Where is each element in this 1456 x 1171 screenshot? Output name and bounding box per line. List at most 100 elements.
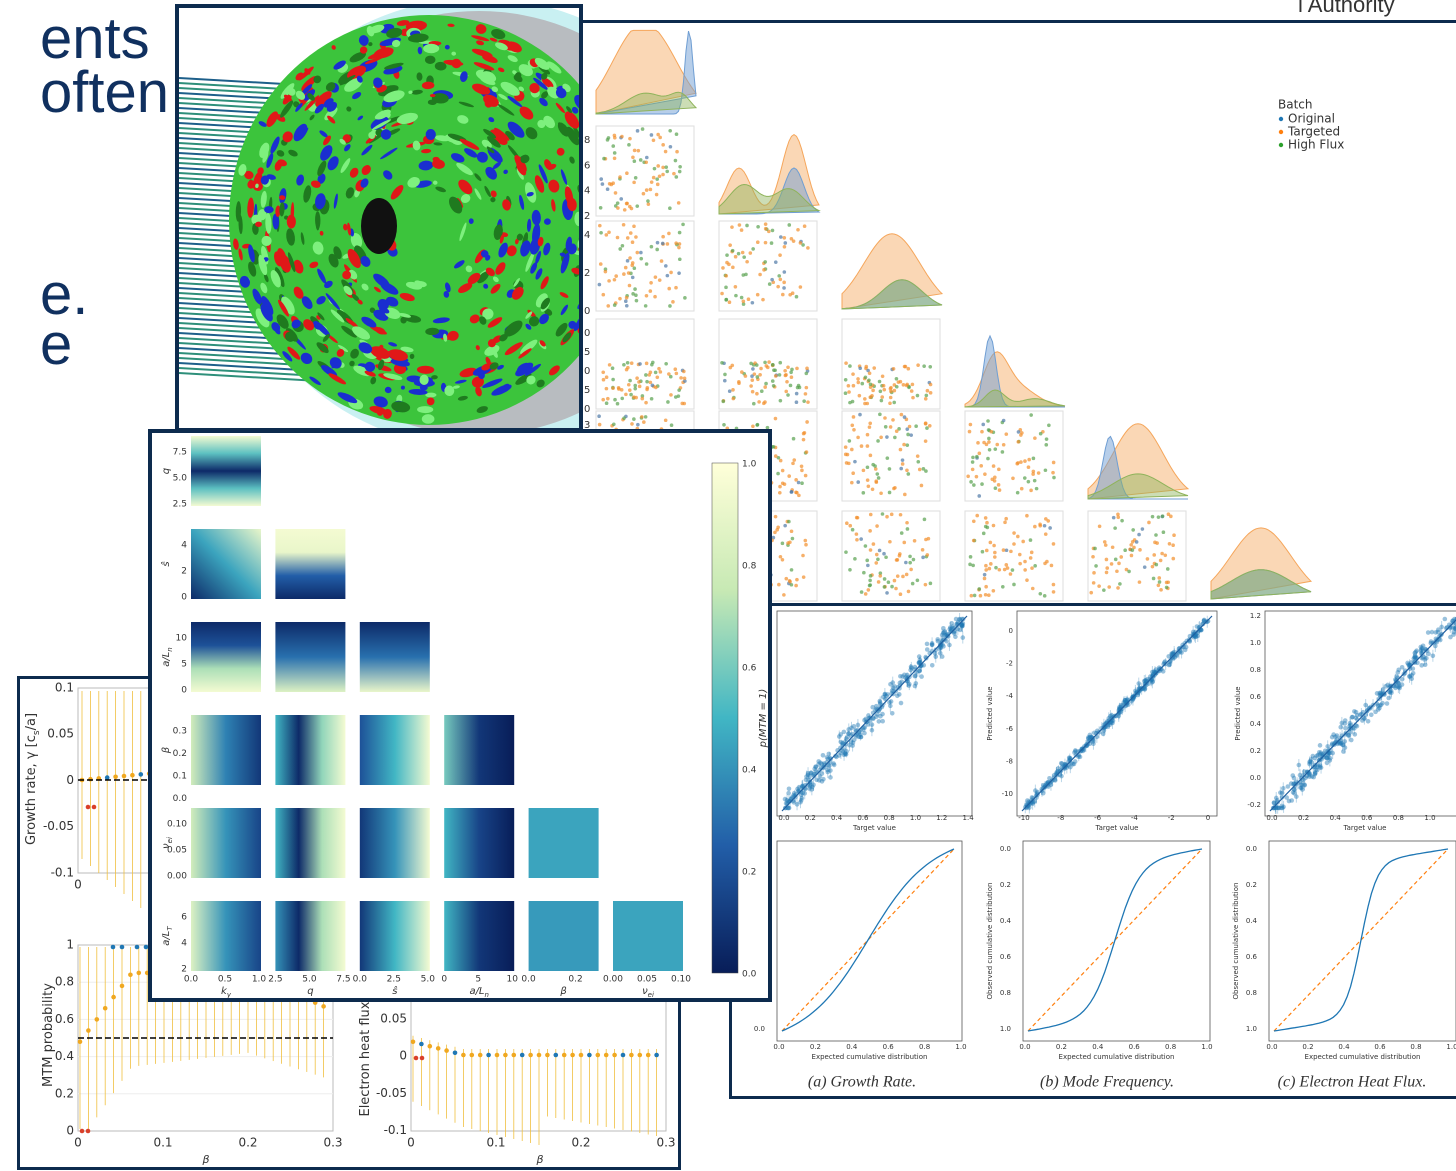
scatter-dot bbox=[790, 568, 794, 572]
x-tick-label: 0.6 bbox=[857, 814, 869, 822]
scatter-dot bbox=[888, 540, 892, 544]
scatter-dot bbox=[844, 445, 848, 449]
scatter-dot bbox=[969, 555, 973, 559]
scatter-dot bbox=[598, 224, 602, 228]
scatter-dot bbox=[928, 365, 932, 369]
scatter-dot bbox=[774, 260, 778, 264]
legend-marker bbox=[1279, 143, 1283, 147]
y-tick-label: -0.05 bbox=[376, 1086, 407, 1100]
scatter-dot bbox=[856, 480, 860, 484]
data-point bbox=[470, 1053, 475, 1058]
scatter-dot bbox=[844, 378, 848, 382]
scatter-dot bbox=[873, 464, 877, 468]
scatter-dot bbox=[730, 225, 734, 229]
scatter-dot bbox=[903, 493, 907, 497]
scatter-dot bbox=[853, 460, 857, 464]
scatter-dot bbox=[645, 380, 649, 384]
data-point bbox=[92, 805, 97, 810]
col-label: νei bbox=[642, 986, 654, 998]
prediction-point bbox=[1142, 679, 1147, 684]
y-tick-label: 0 bbox=[181, 686, 187, 696]
scatter-dot bbox=[1098, 524, 1102, 528]
heatmap-cell bbox=[191, 715, 261, 785]
scatter-dot bbox=[1094, 564, 1098, 568]
y-tick-label: 0.8 bbox=[1246, 989, 1257, 997]
scatter-dot bbox=[606, 397, 610, 401]
scatter-dot bbox=[677, 271, 681, 275]
data-point bbox=[139, 772, 144, 777]
prediction-point bbox=[960, 635, 965, 640]
x-tick-label: 0.1 bbox=[153, 1136, 172, 1150]
scatter-dot bbox=[879, 491, 883, 495]
data-point bbox=[120, 984, 125, 989]
scatter-dot bbox=[768, 282, 772, 286]
scatter-dot bbox=[902, 443, 906, 447]
heatmap-cell bbox=[444, 715, 514, 785]
y-axis-label: Observed cumulative distribution bbox=[986, 883, 994, 1000]
scatter-dot bbox=[624, 299, 628, 303]
scatter-dot bbox=[875, 553, 879, 557]
scatter-dot bbox=[653, 167, 657, 171]
scatter-dot bbox=[764, 227, 768, 231]
scatter-dot bbox=[631, 276, 635, 280]
scatter-dot bbox=[741, 251, 745, 255]
scatter-dot bbox=[664, 418, 668, 422]
calibration-panel: 0.00.20.40.60.81.01.21.4Target value0.00… bbox=[729, 603, 1456, 1099]
scatter-dot bbox=[674, 241, 678, 245]
scatter-dot bbox=[756, 375, 760, 379]
data-point bbox=[621, 1053, 626, 1058]
scatter-dot bbox=[601, 398, 605, 402]
scatter-dot bbox=[607, 279, 611, 283]
scatter-dot bbox=[905, 521, 909, 525]
scatter-dot bbox=[783, 241, 787, 245]
y-tick-label: 0.05 bbox=[380, 1012, 407, 1026]
scatter-dot bbox=[631, 292, 635, 296]
prediction-point bbox=[1281, 786, 1286, 791]
scatter-dot bbox=[1004, 432, 1008, 436]
scatter-dot bbox=[602, 157, 606, 161]
legend-label: High Flux bbox=[1288, 138, 1344, 152]
scatter-dot bbox=[619, 197, 623, 201]
row-label: a/LT bbox=[161, 926, 174, 946]
y-tick-label: 0.4 bbox=[1246, 917, 1258, 925]
y-tick-label: 0.10 bbox=[167, 820, 187, 830]
scatter-dot bbox=[795, 367, 799, 371]
header-text: l Authority bbox=[1298, 0, 1395, 18]
data-point bbox=[654, 1053, 659, 1058]
scatter-dot bbox=[790, 490, 794, 494]
scatter-dot bbox=[877, 476, 881, 480]
prediction-point bbox=[902, 672, 907, 677]
scatter-dot bbox=[1045, 560, 1049, 564]
colorbar-label: p(MTM = 1) bbox=[758, 689, 768, 749]
scatter-dot bbox=[1131, 540, 1135, 544]
data-point bbox=[321, 1004, 326, 1009]
prediction-point bbox=[1353, 732, 1358, 737]
scatter-dot bbox=[929, 383, 933, 387]
slide-text: e bbox=[40, 316, 72, 374]
scatter-dot bbox=[623, 208, 627, 212]
scatter-dot bbox=[783, 245, 787, 249]
scatter-dot bbox=[776, 525, 780, 529]
scatter-dot bbox=[772, 368, 776, 372]
scatter-dot bbox=[764, 241, 768, 245]
scatter-dot bbox=[723, 379, 727, 383]
x-tick-label: 0.2 bbox=[810, 1043, 821, 1051]
scatter-dot bbox=[744, 374, 748, 378]
turbulence-blob bbox=[422, 414, 435, 424]
scatter-dot bbox=[984, 564, 988, 568]
scatter-dot bbox=[646, 386, 650, 390]
scatter-dot bbox=[979, 464, 983, 468]
y-tick-label: 0.0 bbox=[754, 1025, 765, 1033]
scatter-dot bbox=[604, 270, 608, 274]
scatter-dot bbox=[784, 390, 788, 394]
prediction-point bbox=[890, 680, 895, 685]
scatter-dot bbox=[667, 232, 671, 236]
scatter-dot bbox=[867, 484, 871, 488]
colorbar-tick-label: 0.0 bbox=[742, 970, 757, 980]
scatter-dot bbox=[656, 241, 660, 245]
prediction-point bbox=[1274, 796, 1279, 801]
scatter-dot bbox=[878, 574, 882, 578]
scatter-dot bbox=[764, 222, 768, 226]
scatter-dot bbox=[650, 133, 654, 137]
scatter-dot bbox=[971, 564, 975, 568]
